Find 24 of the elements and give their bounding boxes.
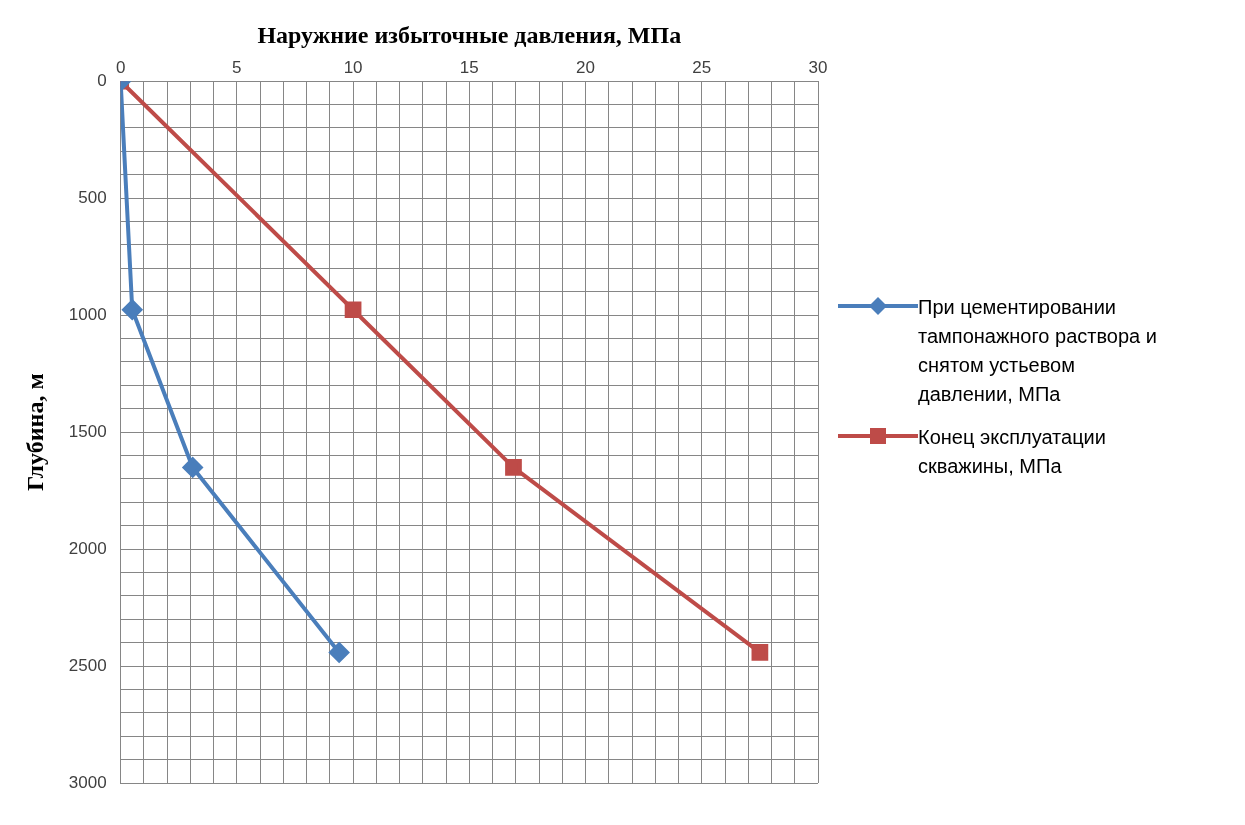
point (122, 299, 143, 320)
point (182, 457, 203, 478)
y-tick-label: 1500 (68, 421, 107, 441)
point (751, 644, 769, 661)
legend-label: При цементировании тампонажного раствора и снятом устьевом давлении, МПа (918, 295, 1158, 407)
y-axis-title: Глубина, м (21, 373, 48, 491)
point (344, 301, 362, 319)
x-tick-label: 0 (115, 57, 126, 77)
x-tick-label: 15 (459, 57, 479, 77)
x-tick-label: 5 (232, 57, 242, 77)
legend-label: Конец эксплуатации скважины, МПа (918, 425, 1107, 479)
y-tick-label: 2000 (68, 538, 107, 558)
x-tick-label: 30 (808, 57, 828, 77)
x-tick-label: 20 (576, 57, 595, 77)
y-tick-label: 500 (78, 187, 107, 207)
y-tick-label: 2500 (68, 655, 107, 675)
x-axis-title: Наружние избыточные давления, МПа (257, 21, 682, 48)
y-tick-label: 0 (97, 70, 107, 90)
point (329, 642, 350, 663)
y-tick-label: 1000 (68, 304, 107, 324)
y-tick-label: 3000 (68, 772, 107, 792)
x-tick-label: 25 (692, 57, 712, 77)
x-tick-label: 10 (343, 57, 363, 77)
point (505, 459, 522, 476)
